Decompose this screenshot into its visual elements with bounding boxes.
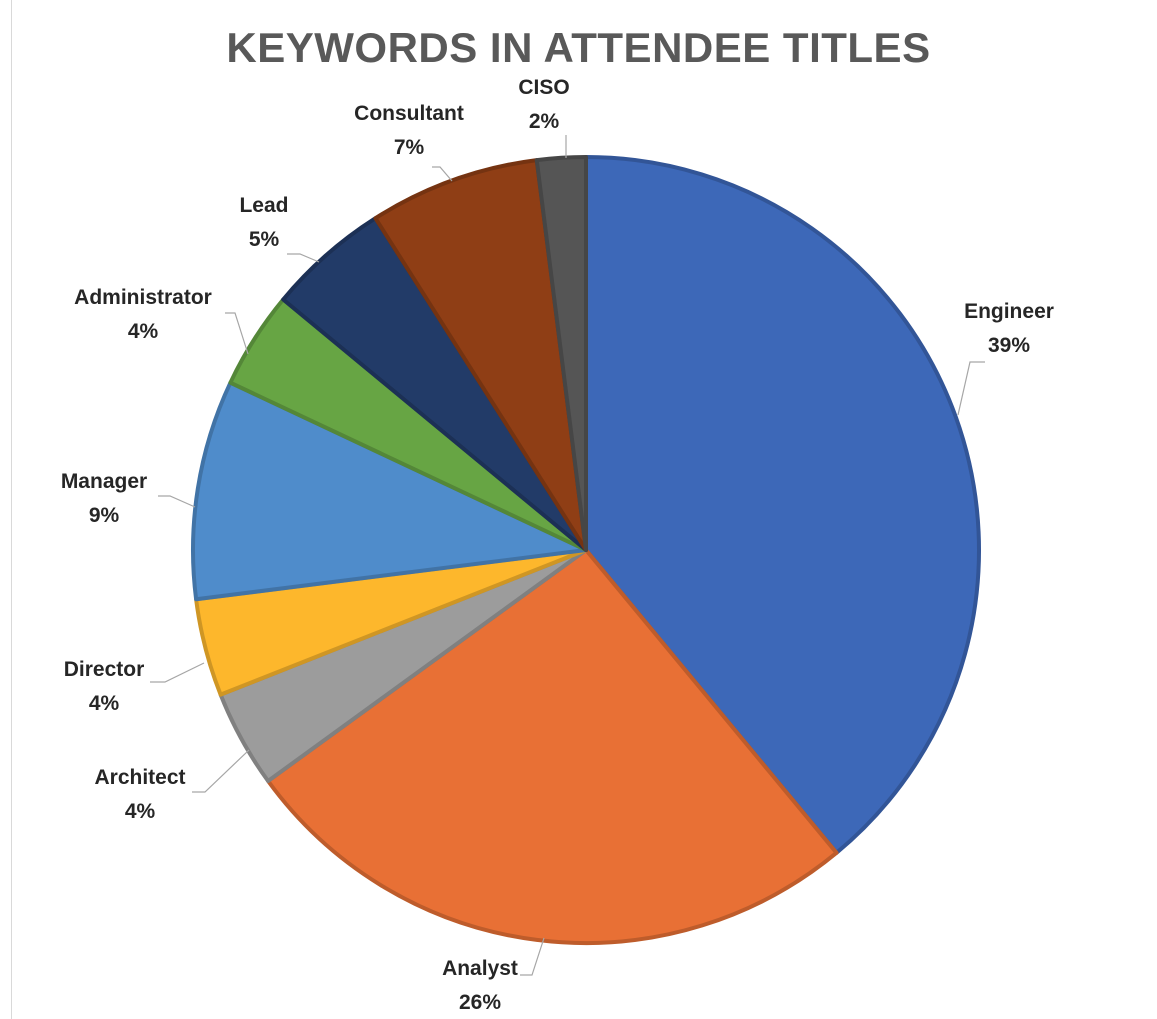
leader-line-architect bbox=[192, 749, 250, 793]
pie-slice-ciso bbox=[534, 155, 588, 552]
slice-percent-administrator: 4% bbox=[128, 320, 159, 343]
leader-line-administrator bbox=[225, 312, 249, 355]
slice-percent-consultant: 7% bbox=[394, 136, 425, 159]
slice-label-director: Director bbox=[64, 658, 145, 681]
slice-percent-architect: 4% bbox=[125, 800, 156, 823]
leader-line-lead bbox=[287, 253, 320, 263]
slice-percent-engineer: 39% bbox=[988, 334, 1030, 357]
slice-percent-director: 4% bbox=[89, 692, 120, 715]
slice-label-lead: Lead bbox=[239, 194, 288, 217]
pie-slice-consultant bbox=[373, 158, 588, 552]
slice-label-ciso: CISO bbox=[518, 76, 569, 99]
slice-label-manager: Manager bbox=[61, 470, 147, 493]
chart-frame bbox=[11, 0, 1157, 1019]
pie-slice-engineer bbox=[584, 155, 981, 855]
slice-percent-ciso: 2% bbox=[529, 110, 560, 133]
slice-label-consultant: Consultant bbox=[354, 102, 464, 125]
slice-percent-analyst: 26% bbox=[459, 991, 501, 1014]
leader-line-analyst bbox=[520, 937, 545, 976]
slice-label-engineer: Engineer bbox=[964, 300, 1054, 323]
chart-title: KEYWORDS IN ATTENDEE TITLES bbox=[226, 24, 931, 71]
pie-slice-manager bbox=[191, 380, 588, 602]
leader-line-consultant bbox=[432, 166, 453, 182]
leader-line-manager bbox=[158, 495, 196, 508]
slice-label-administrator: Administrator bbox=[74, 286, 212, 309]
slice-label-analyst: Analyst bbox=[442, 957, 518, 980]
leader-line-engineer bbox=[957, 361, 985, 416]
slice-percent-lead: 5% bbox=[249, 228, 280, 251]
leader-line-director bbox=[150, 662, 205, 683]
slice-label-architect: Architect bbox=[94, 766, 185, 789]
pie-slice-analyst bbox=[266, 548, 839, 945]
slice-percent-manager: 9% bbox=[89, 504, 120, 527]
